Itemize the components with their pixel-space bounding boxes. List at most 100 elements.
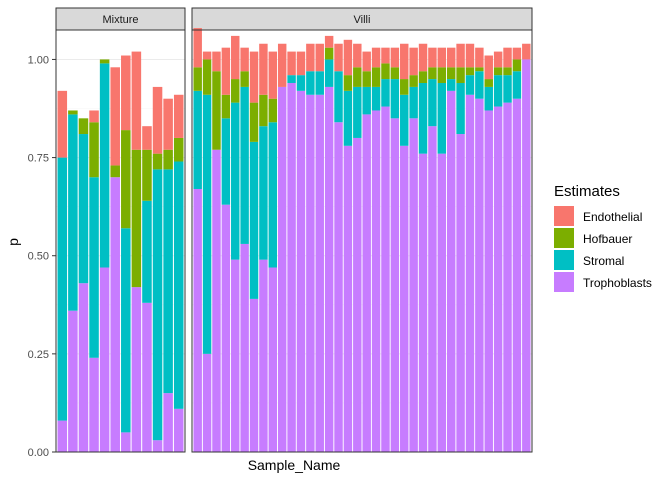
bar-segment-hofbauer <box>512 59 522 72</box>
bar-segment-endothelial <box>381 47 390 64</box>
y-tick-label: 1.00 <box>28 54 49 66</box>
bar-segment-hofbauer <box>152 153 163 170</box>
bar-segment-trophoblasts <box>446 90 456 452</box>
bar-segment-trophoblasts <box>418 153 428 452</box>
bar-segment-endothelial <box>268 51 278 99</box>
stacked-bar <box>221 47 231 452</box>
bar-segment-hofbauer <box>324 47 334 60</box>
panel-border <box>55 29 186 453</box>
bar-segment-stromal <box>493 75 503 107</box>
bar-segment-trophoblasts <box>259 259 268 452</box>
bar-segment-trophoblasts <box>268 267 278 452</box>
stacked-bar <box>428 47 437 453</box>
stacked-bar <box>240 47 249 452</box>
stacked-bar <box>163 98 173 452</box>
y-axis-title: p <box>5 238 21 246</box>
bar-segment-hofbauer <box>456 67 465 83</box>
bar-segment-stromal <box>89 177 99 358</box>
bar-segment-stromal <box>334 71 343 123</box>
bar-segment-hofbauer <box>110 165 120 178</box>
bar-segment-endothelial <box>110 67 120 166</box>
bar-segment-hofbauer <box>240 71 249 87</box>
bar-segment-trophoblasts <box>287 83 296 452</box>
panel-mixture: Mixture <box>55 7 186 453</box>
bar-segment-stromal <box>409 86 418 119</box>
stacked-bar <box>371 47 381 452</box>
bar-segment-endothelial <box>446 47 456 68</box>
bar-segment-hofbauer <box>99 59 110 64</box>
stacked-bar <box>437 47 447 452</box>
bar-segment-endothelial <box>57 90 68 158</box>
bar-segment-hofbauer <box>89 122 99 178</box>
bar-segment-trophoblasts <box>353 137 362 452</box>
bar-segment-endothelial <box>221 47 231 95</box>
stacked-bar <box>446 47 456 452</box>
bar-segment-stromal <box>152 169 163 441</box>
bar-segment-stromal <box>259 126 268 260</box>
bar-segment-hofbauer <box>212 71 221 150</box>
bar-segment-stromal <box>456 83 465 135</box>
bar-segment-trophoblasts <box>428 126 437 453</box>
x-axis-title: Sample_Name <box>248 457 341 473</box>
bar-segment-endothelial <box>163 98 173 150</box>
stacked-bar <box>68 110 78 452</box>
bar-segment-hofbauer <box>249 102 259 142</box>
stacked-bar <box>110 67 120 452</box>
bar-segment-stromal <box>221 118 231 205</box>
bar-segment-endothelial <box>409 47 418 76</box>
bar-segment-hofbauer <box>371 67 381 87</box>
stacked-bar <box>493 51 503 453</box>
bar-segment-endothelial <box>296 51 306 76</box>
bar-segment-hofbauer <box>390 67 400 80</box>
bar-segment-stromal <box>268 122 278 268</box>
bar-segment-stromal <box>163 169 173 394</box>
bar-segment-endothelial <box>142 126 152 150</box>
stacked-bar <box>173 94 184 452</box>
bar-segment-endothelial <box>89 110 99 123</box>
bar-segment-endothelial <box>324 35 334 48</box>
legend-label: Stromal <box>583 254 624 268</box>
bar-segment-endothelial <box>259 43 268 95</box>
bar-segment-stromal <box>400 94 409 146</box>
bars <box>57 51 184 452</box>
bar-segment-trophoblasts <box>503 102 512 453</box>
bar-segment-hofbauer <box>68 110 78 115</box>
panel-border <box>191 29 533 453</box>
bar-segment-hofbauer <box>353 67 362 87</box>
bar-segment-stromal <box>193 90 202 189</box>
bar-segment-endothelial <box>131 51 142 150</box>
bar-segment-trophoblasts <box>343 145 353 453</box>
bar-segment-hofbauer <box>131 149 142 288</box>
stacked-bar <box>296 51 306 452</box>
bar-segment-endothelial <box>277 43 287 87</box>
stacked-bar <box>57 90 68 452</box>
legend-key <box>554 272 574 292</box>
bar-segment-hofbauer <box>437 67 447 83</box>
bar-segment-hofbauer <box>465 67 475 76</box>
bar-segment-endothelial <box>493 51 503 68</box>
bar-segment-stromal <box>381 79 390 107</box>
bar-segment-trophoblasts <box>163 393 173 452</box>
bar-segment-hofbauer <box>362 71 371 87</box>
stacked-bar <box>400 43 409 453</box>
stacked-bar <box>202 51 212 452</box>
bar-segment-stromal <box>231 102 240 260</box>
bar-segment-trophoblasts <box>193 188 202 453</box>
bar-segment-trophoblasts <box>240 243 249 452</box>
bar-segment-hofbauer <box>418 71 428 83</box>
stacked-bar <box>306 43 315 453</box>
bar-segment-endothelial <box>231 35 240 80</box>
bar-segment-trophoblasts <box>152 440 163 452</box>
legend-label: Hofbauer <box>583 232 632 246</box>
bar-segment-trophoblasts <box>277 86 287 453</box>
bar-segment-hofbauer <box>221 94 231 119</box>
bar-segment-stromal <box>324 59 334 87</box>
bar-segment-trophoblasts <box>131 287 142 452</box>
bars <box>193 28 531 453</box>
bar-segment-trophoblasts <box>371 110 381 452</box>
bar-segment-hofbauer <box>268 98 278 123</box>
bar-segment-trophoblasts <box>409 118 418 452</box>
stacked-bar <box>324 35 334 453</box>
stacked-bar <box>249 51 259 452</box>
